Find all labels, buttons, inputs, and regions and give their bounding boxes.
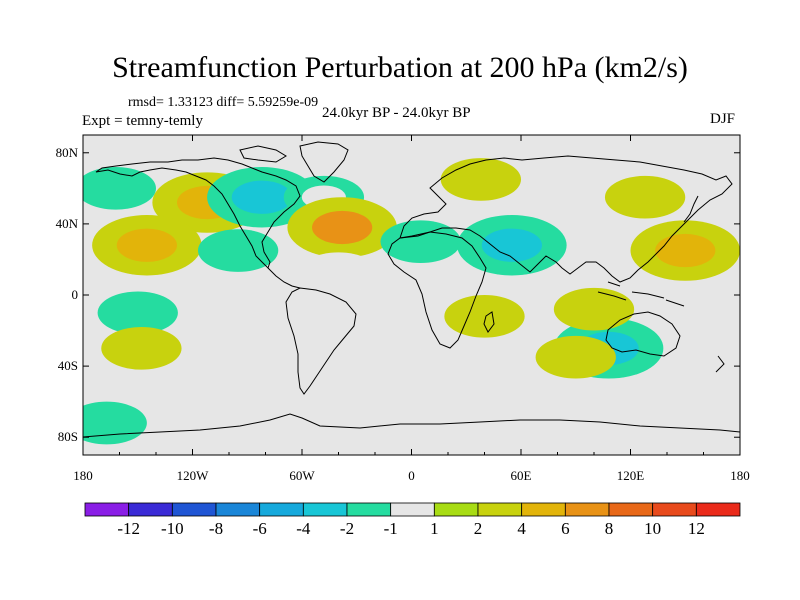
anomaly-region	[101, 327, 182, 370]
season-label: DJF	[710, 111, 736, 127]
colorbar-swatch	[390, 502, 435, 517]
colorbar-swatch	[652, 502, 697, 517]
anomaly-core	[655, 233, 716, 268]
map-axes: 80N 40N 0 40S 80S 180 120W 60W 0 60E 120E 180	[56, 135, 750, 483]
coast-indonesia	[597, 281, 685, 307]
anomaly-core	[481, 228, 542, 262]
anomaly-region	[535, 335, 616, 379]
period-label: 24.0kyr BP - 24.0kyr BP	[322, 105, 471, 121]
coast-south-america	[285, 287, 357, 395]
anomaly-region	[83, 401, 147, 445]
colorbar-label: 8	[605, 519, 614, 538]
x-tick-label: 0	[408, 468, 415, 483]
coast-north-america	[95, 157, 301, 269]
colorbar-swatch	[128, 502, 173, 517]
colorbar-label: -8	[209, 519, 223, 538]
anomaly-region	[83, 167, 156, 210]
colorbar-label: -6	[253, 519, 267, 538]
colorbar-label: -12	[117, 519, 140, 538]
colorbar-swatch	[477, 502, 523, 517]
experiment-label: Expt = temny-temly	[82, 113, 203, 129]
anomaly-region	[553, 287, 635, 331]
colorbar-swatch	[302, 502, 348, 517]
anomaly-region	[604, 175, 686, 219]
coast-japan	[683, 195, 699, 223]
chart-title: Streamfunction Perturbation at 200 hPa (…	[112, 51, 688, 84]
colorbar-label: -2	[340, 519, 354, 538]
anomaly-region	[97, 291, 178, 335]
x-tick-label: 180	[73, 468, 93, 483]
coast-arctic-islands	[239, 145, 287, 163]
anomaly-region	[696, 401, 740, 445]
colorbar-label: 1	[430, 519, 439, 538]
x-tick-label: 60W	[289, 468, 315, 483]
colorbar-swatch	[259, 502, 304, 517]
x-tick-label: 120E	[617, 468, 645, 483]
anomaly-core	[312, 210, 373, 245]
anomaly-core	[231, 180, 292, 214]
colorbar-swatch	[521, 502, 566, 517]
colorbar-label: -4	[296, 519, 311, 538]
coast-africa	[387, 231, 487, 349]
colorbar: -12 -10 -8 -6 -4 -2 -1 1 2 4 6 8 10 12	[84, 502, 741, 538]
coast-madagascar	[483, 311, 495, 333]
colorbar-swatch	[215, 502, 261, 517]
colorbar-label: 10	[644, 519, 661, 538]
colorbar-swatch	[608, 502, 654, 517]
colorbar-label: 12	[688, 519, 705, 538]
y-tick-label: 40N	[56, 216, 79, 231]
stats-label: rmsd= 1.33123 diff= 5.59259e-09	[128, 95, 319, 110]
coast-greenland	[299, 141, 349, 183]
anomaly-region	[197, 229, 279, 272]
y-tick-label: 80S	[58, 429, 78, 444]
x-tick-label: 60E	[511, 468, 532, 483]
colorbar-swatch	[564, 502, 610, 517]
anomaly-layer	[83, 158, 740, 445]
coastlines	[83, 141, 740, 438]
anomaly-region	[440, 158, 521, 201]
coast-central-america	[267, 267, 301, 289]
colorbar-label: 4	[517, 519, 526, 538]
coast-antarctica	[83, 413, 740, 438]
x-tick-label: 180	[730, 468, 750, 483]
anomaly-region	[444, 295, 525, 338]
anomaly-core	[116, 228, 177, 262]
anomaly-region	[298, 252, 379, 295]
coast-new-zealand	[715, 355, 725, 373]
anomaly-region	[380, 220, 461, 263]
colorbar-swatch	[433, 502, 479, 517]
y-tick-label: 80N	[56, 145, 79, 160]
coast-eurasia	[399, 155, 733, 283]
coast-australia	[605, 311, 681, 357]
y-tick-label: 0	[72, 287, 79, 302]
colorbar-swatch	[84, 502, 130, 517]
colorbar-swatch	[171, 502, 217, 517]
colorbar-swatch	[695, 502, 741, 517]
colorbar-label: -10	[161, 519, 184, 538]
colorbar-label: 2	[474, 519, 483, 538]
y-tick-label: 40S	[58, 358, 78, 373]
x-tick-label: 120W	[177, 468, 210, 483]
colorbar-label: -1	[384, 519, 398, 538]
colorbar-label: 6	[561, 519, 570, 538]
colorbar-swatch	[346, 502, 392, 517]
